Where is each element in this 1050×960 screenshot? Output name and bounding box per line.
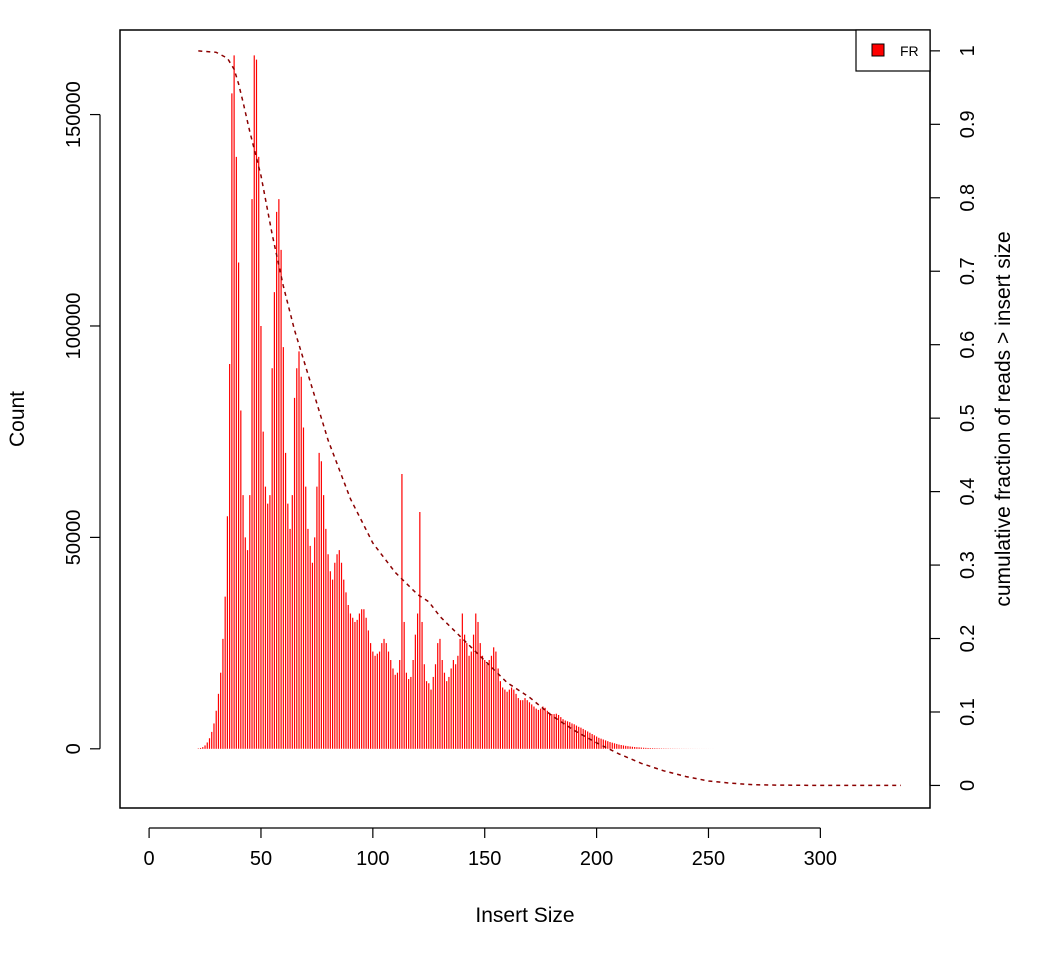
x-axis-title: Insert Size bbox=[475, 904, 574, 927]
y2-tick-label: 0.2 bbox=[957, 625, 979, 653]
y2-tick-label: 0.3 bbox=[957, 551, 979, 579]
y2-tick-label: 1 bbox=[957, 45, 979, 56]
y-tick-label: 50000 bbox=[63, 510, 85, 566]
y2-tick-label: 0.7 bbox=[957, 257, 979, 285]
curve-layer bbox=[198, 50, 901, 787]
cumulative-fraction-line bbox=[198, 50, 901, 787]
x-tick-label: 250 bbox=[692, 848, 725, 870]
y2-tick-label: 0.6 bbox=[957, 331, 979, 359]
y-axis-title: Count bbox=[6, 391, 29, 447]
y2-tick-label: 0.8 bbox=[957, 184, 979, 212]
bars-layer bbox=[197, 55, 1050, 749]
y-tick-label: 0 bbox=[63, 743, 85, 754]
x-tick-label: 100 bbox=[356, 848, 389, 870]
x-tick-label: 150 bbox=[468, 848, 501, 870]
x-tick-label: 50 bbox=[250, 848, 272, 870]
y2-tick-label: 0.1 bbox=[957, 698, 979, 726]
y2-tick-label: 0.5 bbox=[957, 404, 979, 432]
x-axis: 0 50 100 150 200 250 300 bbox=[144, 827, 837, 870]
x-tick-label: 0 bbox=[144, 848, 155, 870]
y2-tick-label: 0.9 bbox=[957, 110, 979, 138]
y-tick-label: 100000 bbox=[63, 293, 85, 360]
y2-tick-label: 0.4 bbox=[957, 478, 979, 506]
legend-box bbox=[855, 29, 931, 72]
y-axis-left: 0 50000 100000 150000 bbox=[63, 81, 101, 754]
x-tick-label: 200 bbox=[580, 848, 613, 870]
x-tick-label: 300 bbox=[804, 848, 837, 870]
legend-label-fr: FR bbox=[900, 43, 919, 59]
y-tick-label: 150000 bbox=[63, 81, 85, 148]
y2-axis-title: cumulative fraction of reads > insert si… bbox=[992, 231, 1015, 606]
legend: FR bbox=[855, 29, 931, 72]
legend-swatch-fr bbox=[871, 43, 885, 57]
y2-tick-label: 0 bbox=[957, 780, 979, 791]
y-axis-right: 0 0.1 0.2 0.3 0.4 0.5 0.6 0.7 0.8 0.9 1 bbox=[929, 45, 979, 791]
